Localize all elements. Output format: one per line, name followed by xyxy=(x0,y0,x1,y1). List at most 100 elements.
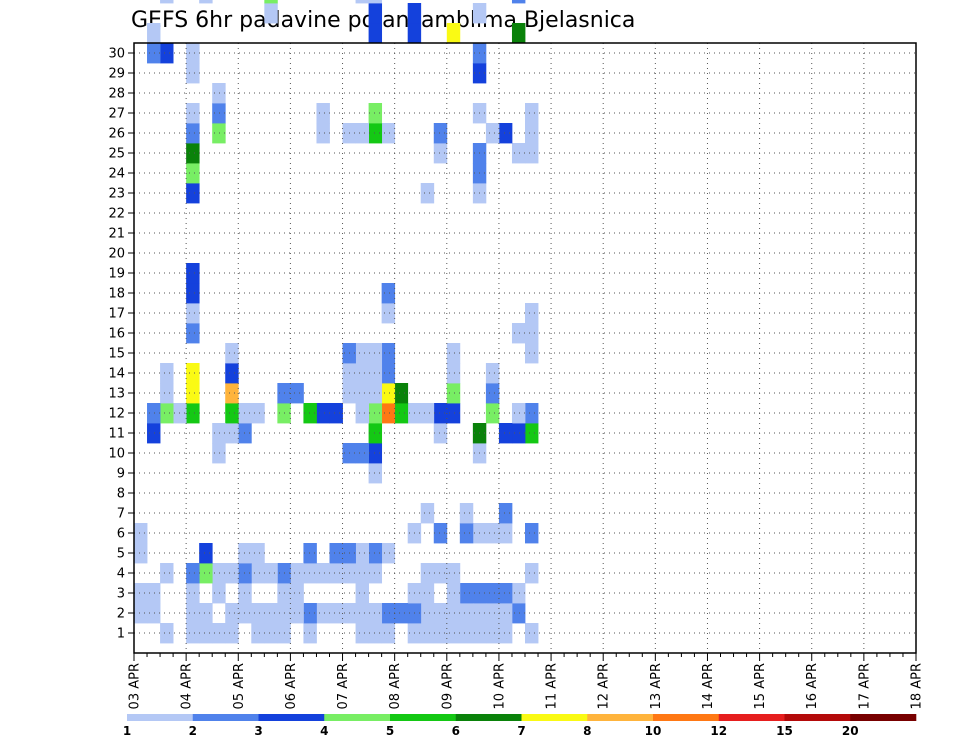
heatmap-cell xyxy=(498,603,513,624)
heatmap-cell xyxy=(368,3,383,24)
heatmap-cell xyxy=(329,563,343,584)
heatmap-cell xyxy=(212,103,226,124)
y-tick-label: 22 xyxy=(108,207,125,222)
heatmap-cell xyxy=(485,623,500,644)
heatmap-cell xyxy=(264,3,278,24)
y-tick-label: 23 xyxy=(108,187,125,202)
y-tick-label: 6 xyxy=(117,527,125,542)
y-tick-label: 5 xyxy=(117,547,125,562)
y-tick-label: 9 xyxy=(117,467,125,482)
heatmap-cell xyxy=(433,403,448,424)
heatmap-cell xyxy=(251,603,265,624)
heatmap-cell xyxy=(525,103,539,124)
heatmap-cell xyxy=(511,23,526,44)
heatmap-cell xyxy=(186,383,200,404)
heatmap-cell xyxy=(420,403,435,424)
heatmap-cell xyxy=(420,183,435,204)
heatmap-cell xyxy=(525,303,539,324)
heatmap-cell xyxy=(485,403,500,424)
legend-swatch xyxy=(850,714,917,721)
heatmap-cell xyxy=(303,563,317,584)
heatmap-cell xyxy=(446,343,461,364)
y-tick-label: 4 xyxy=(117,567,125,582)
heatmap-cell xyxy=(381,343,396,364)
heatmap-cell xyxy=(186,323,200,344)
heatmap-cell xyxy=(186,603,200,624)
heatmap-cell xyxy=(225,423,239,444)
heatmap-cell xyxy=(433,523,448,544)
legend-swatch xyxy=(127,714,194,721)
heatmap-cell xyxy=(433,423,448,444)
heatmap-cell xyxy=(160,403,174,424)
heatmap-cell xyxy=(329,603,343,624)
heatmap-cell xyxy=(147,603,161,624)
legend-label: 5 xyxy=(386,724,394,738)
heatmap-cell xyxy=(212,583,226,604)
heatmap-cell xyxy=(525,403,539,424)
heatmap-cell xyxy=(290,563,304,584)
heatmap-cell xyxy=(525,523,539,544)
heatmap-cell xyxy=(511,423,526,444)
heatmap-cell xyxy=(225,563,239,584)
heatmap-cell xyxy=(407,3,422,24)
heatmap-cell xyxy=(485,583,500,604)
heatmap-cell xyxy=(485,363,500,384)
heatmap-cell xyxy=(186,563,200,584)
heatmap-cell xyxy=(498,623,513,644)
legend-swatch xyxy=(192,714,259,721)
y-tick-label: 11 xyxy=(108,427,125,442)
heatmap-cell xyxy=(225,603,239,624)
x-tick-label: 16 APR xyxy=(805,663,820,709)
heatmap-cell xyxy=(290,583,304,604)
heatmap-cell xyxy=(147,423,161,444)
y-axis: 1234567891011121314151617181920212223242… xyxy=(108,47,134,642)
legend-swatch xyxy=(653,714,720,721)
heatmap-cell xyxy=(420,503,435,524)
heatmap-cell xyxy=(511,603,526,624)
heatmap-cell xyxy=(433,143,448,164)
heatmap-cell xyxy=(251,563,265,584)
x-tick-label: 04 APR xyxy=(180,663,195,709)
legend-label: 8 xyxy=(583,724,591,738)
heatmap-cell xyxy=(134,523,148,544)
heatmap-cell xyxy=(251,403,265,424)
heatmap-cell xyxy=(303,603,317,624)
heatmap-cell xyxy=(264,603,278,624)
heatmap-cell xyxy=(225,623,239,644)
heatmap-cell xyxy=(446,383,461,404)
heatmap-cell xyxy=(212,563,226,584)
heatmap-cell xyxy=(147,43,161,64)
heatmap-cell xyxy=(368,563,383,584)
x-tick-label: 09 APR xyxy=(440,663,455,709)
heatmap-cell xyxy=(368,463,383,484)
x-tick-label: 14 APR xyxy=(701,663,716,709)
heatmap-cell xyxy=(212,123,226,144)
heatmap-cell xyxy=(134,543,148,564)
heatmap-cell xyxy=(368,363,383,384)
heatmap-cell xyxy=(368,543,383,564)
heatmap-cell xyxy=(433,123,448,144)
heatmap-cell xyxy=(485,523,500,544)
heatmap-cell xyxy=(459,603,474,624)
legend-swatch xyxy=(390,714,457,721)
heatmap-cell xyxy=(433,603,448,624)
heatmap-cell xyxy=(511,0,526,4)
heatmap-cell xyxy=(225,403,239,424)
heatmap-cell xyxy=(407,23,422,44)
heatmap-cell xyxy=(368,0,383,4)
y-tick-label: 16 xyxy=(108,327,125,342)
heatmap-cell xyxy=(433,563,448,584)
y-tick-label: 21 xyxy=(108,227,125,242)
heatmap-cell xyxy=(199,603,213,624)
y-tick-label: 28 xyxy=(108,87,125,102)
heatmap-cell xyxy=(368,103,383,124)
heatmap-cell xyxy=(525,123,539,144)
legend-label: 7 xyxy=(517,724,525,738)
heatmap-cell xyxy=(368,423,383,444)
heatmap-cell xyxy=(485,603,500,624)
heatmap-cell xyxy=(420,623,435,644)
heatmap-cell xyxy=(186,183,200,204)
y-tick-label: 24 xyxy=(108,167,125,182)
heatmap-cell xyxy=(355,543,369,564)
